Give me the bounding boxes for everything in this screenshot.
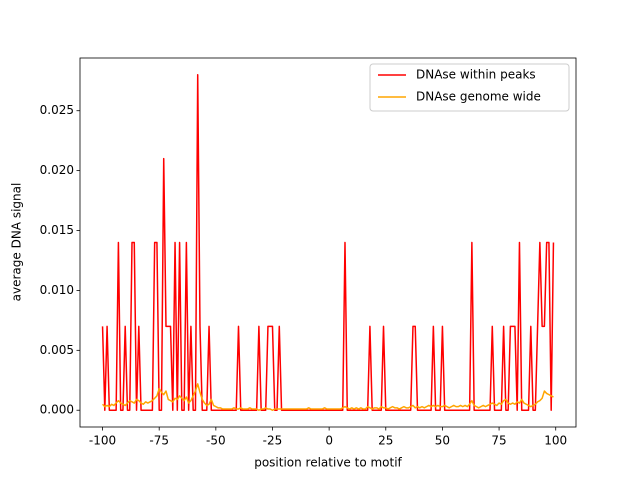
y-tick-label: 0.005	[40, 343, 74, 357]
data-line	[101, 74, 555, 411]
legend-label: DNAse genome wide	[416, 90, 541, 104]
x-tick-label: 100	[544, 434, 567, 448]
x-tick-label: -25	[263, 434, 283, 448]
y-axis-label: average DNA signal	[10, 183, 24, 302]
axes-frame	[79, 57, 577, 428]
y-tick-label: 0.025	[40, 103, 74, 117]
x-tick-label: -100	[89, 434, 116, 448]
x-tick-label: 25	[378, 434, 393, 448]
x-tick-label: 50	[435, 434, 450, 448]
x-tick-label: -50	[206, 434, 226, 448]
y-tick-label: 0.010	[40, 283, 74, 297]
y-tick-label: 0.015	[40, 223, 74, 237]
x-tick-label: 0	[325, 434, 333, 448]
legend-box	[369, 63, 570, 112]
y-tick-label: 0.020	[40, 163, 74, 177]
y-tick-label: 0.000	[40, 403, 74, 417]
x-tick-label: 75	[491, 434, 506, 448]
data-line	[102, 383, 554, 411]
x-tick-label: -75	[149, 434, 169, 448]
x-axis-label: position relative to motif	[254, 456, 402, 470]
legend-label: DNAse within peaks	[416, 68, 536, 82]
